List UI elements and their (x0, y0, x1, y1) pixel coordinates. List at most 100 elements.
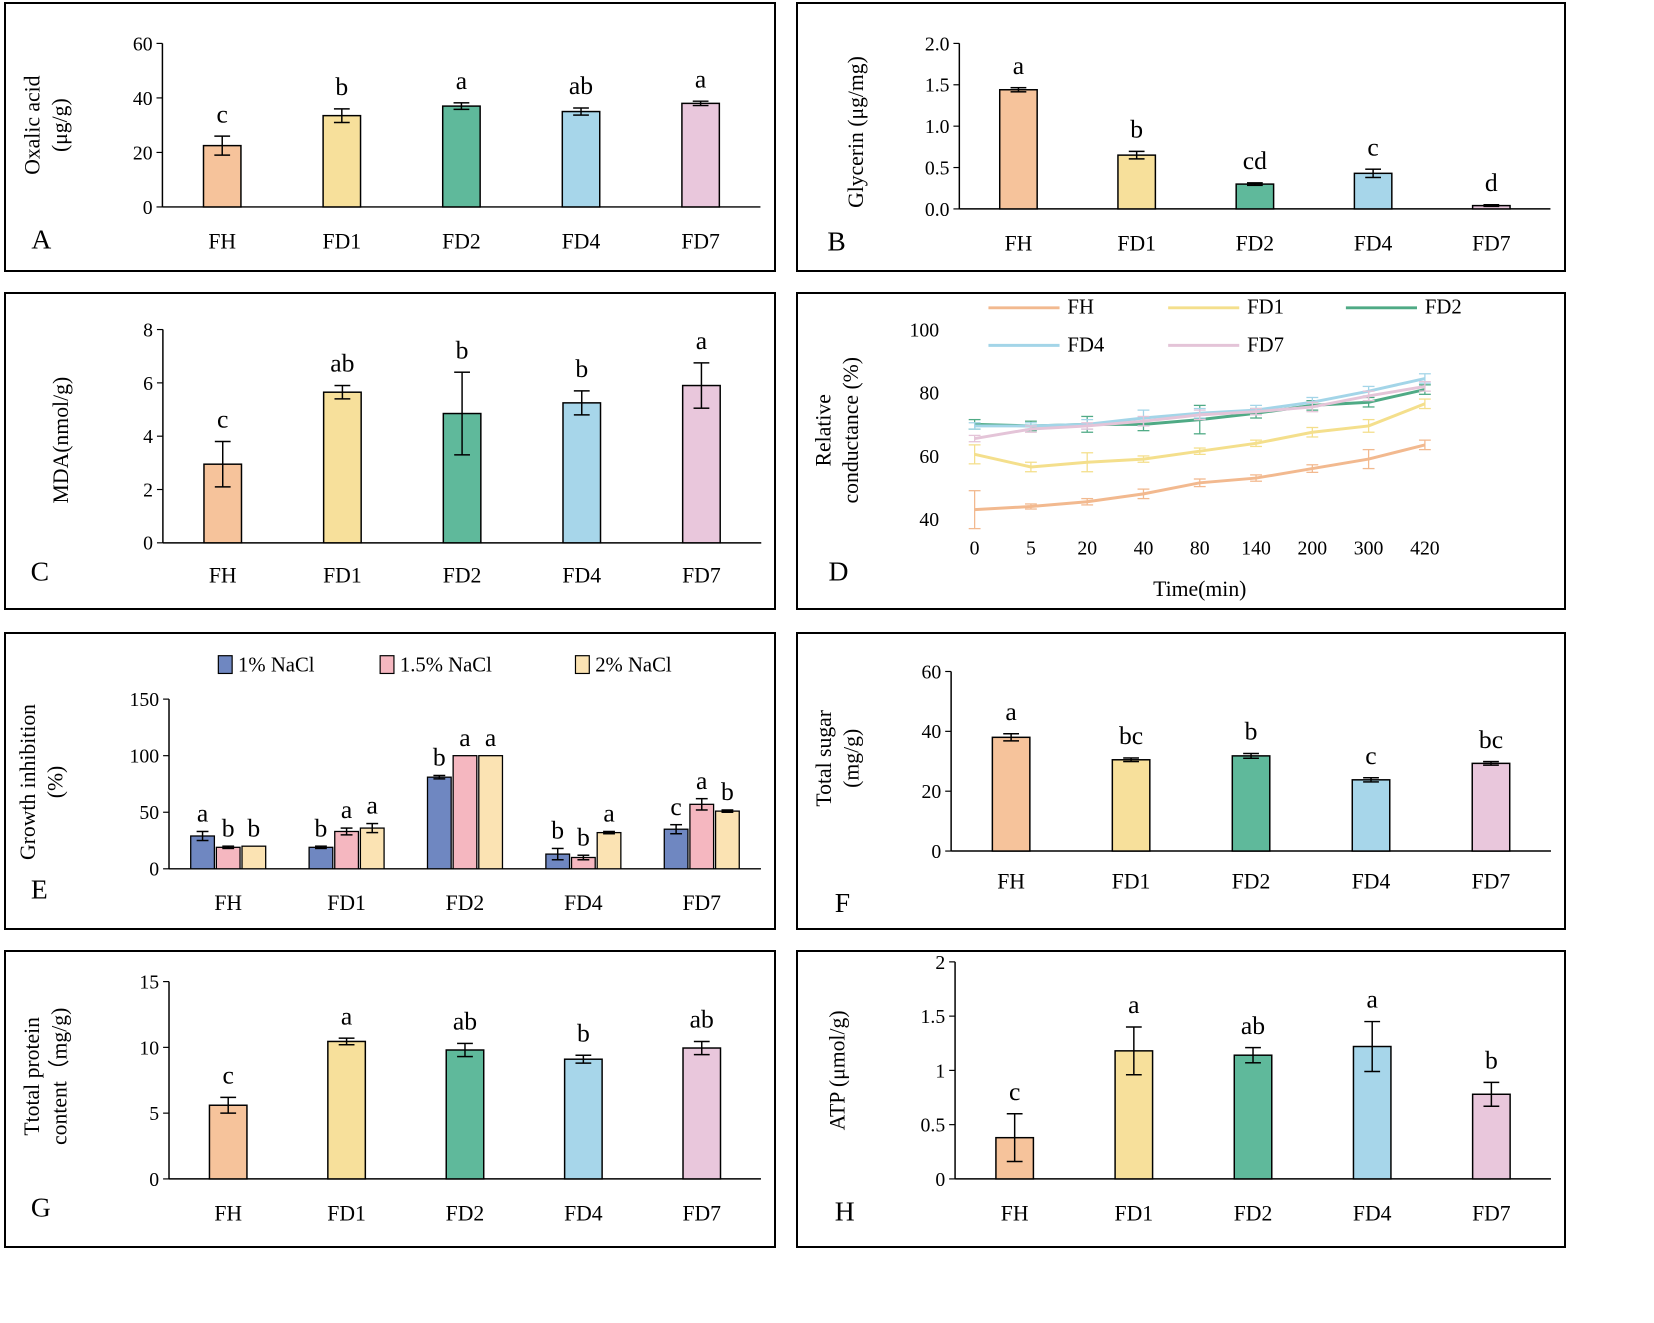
significance-letter: c (223, 1061, 234, 1090)
panel-label: H (835, 1195, 855, 1226)
legend-label: FH (1067, 297, 1094, 319)
y-tick-label: 60 (919, 446, 939, 468)
bar-FH-series-2 (215, 846, 241, 870)
bar-FD7 (682, 1047, 722, 1180)
significance-letter: a (459, 723, 471, 752)
bar-FH (998, 89, 1038, 210)
bar-FD4 (1351, 779, 1391, 852)
significance-letter: a (1367, 985, 1379, 1014)
legend-swatch (217, 655, 233, 675)
x-tick-label: 0 (970, 538, 980, 560)
significance-letter: b (456, 335, 469, 364)
significance-letter: ab (690, 1005, 714, 1034)
x-tick-label: FD7 (681, 229, 720, 253)
y-tick-label: 1.5 (925, 75, 950, 97)
x-axis-label: Time(min) (1153, 577, 1246, 601)
significance-letter: c (1009, 1077, 1020, 1106)
y-axis-label: (μg/g) (48, 98, 72, 152)
significance-letter: ab (569, 71, 593, 100)
bar-FD7-series-3 (714, 810, 740, 870)
y-axis-label: Oxalic acid (20, 75, 44, 174)
y-tick-label: 50 (139, 802, 159, 824)
bar-FD2-series-3 (478, 755, 504, 870)
legend-label: FD4 (1067, 334, 1104, 356)
significance-letter: a (696, 326, 708, 355)
x-tick-label: FD1 (1117, 231, 1156, 255)
y-tick-label: 100 (130, 746, 160, 768)
y-axis-label: MDA(nmol/g) (49, 377, 73, 504)
x-tick-label: FH (1001, 1201, 1029, 1225)
y-tick-label: 8 (143, 319, 153, 341)
panel-H: 0 0.5 1 1.5 2 c FH a FD1 ab FD2 a FD4 b FD7 ATP (μmol/g… (796, 950, 1566, 1248)
bar-FH (208, 1104, 248, 1180)
significance-letter: b (575, 354, 588, 383)
significance-letter: b (433, 743, 446, 772)
bar-FD7 (1471, 1093, 1511, 1180)
x-tick-label: FD1 (327, 1201, 366, 1225)
x-tick-label: FD2 (442, 229, 481, 253)
panel-label: E (31, 873, 48, 904)
x-tick-label: FD7 (1472, 1201, 1511, 1225)
y-axis-label: conductance (%) (839, 357, 863, 504)
panel-E: 0 50 100 150 a b b FH b a a FD1 b a a FD2 b b a FD4 c a b FD7 1%… (4, 632, 776, 930)
legend-label: 1.5% NaCl (400, 654, 492, 676)
significance-letter: ab (453, 1007, 477, 1036)
panel-label: D (828, 555, 848, 586)
chart-F: 0 20 40 60 a FH bc FD1 b FD2 c FD4 bc FD7 Total sugar(… (812, 661, 1551, 918)
chart-G: 0 5 10 15 c FH a FD1 ab FD2 b FD4 ab FD7 Ttotal protei… (20, 972, 761, 1225)
bar-FD4-series-3 (596, 831, 622, 870)
bar-FD1 (1111, 759, 1151, 852)
significance-letter: a (456, 66, 468, 95)
y-tick-label: 5 (149, 1103, 159, 1125)
x-tick-label: FD7 (1472, 231, 1511, 255)
significance-letter: b (315, 813, 328, 842)
y-tick-label: 100 (909, 319, 939, 341)
x-tick-label: FH (997, 870, 1025, 894)
x-tick-label: FD2 (446, 891, 485, 915)
y-tick-label: 60 (922, 661, 942, 683)
y-tick-label: 2.0 (925, 33, 950, 55)
x-tick-label: 40 (1134, 538, 1154, 560)
y-axis-label: Growth inhibition (16, 704, 40, 860)
significance-letter: a (197, 799, 209, 828)
y-tick-label: 40 (133, 88, 153, 110)
x-tick-label: FD7 (682, 563, 721, 587)
chart-C: 0 2 4 6 8 c FH ab FD1 b FD2 b FD4 a FD7 MDA(nmol/g) C (31, 319, 762, 587)
x-tick-label: FD2 (1236, 231, 1275, 255)
bar-FD1 (322, 391, 362, 544)
panel-label: C (31, 555, 49, 586)
significance-letter: ab (1241, 1011, 1265, 1040)
x-tick-label: 140 (1241, 538, 1271, 560)
y-tick-label: 15 (139, 972, 159, 994)
legend-label: 2% NaCl (595, 654, 672, 676)
bar-FD1 (322, 114, 362, 208)
bar-FD7 (681, 384, 721, 544)
x-tick-label: FD2 (443, 563, 482, 587)
chart-A: 0 20 40 60 c FH b FD1 a FD2 ab FD4 a FD7 Oxalic acid (μ… (20, 33, 761, 254)
legend-label: FD1 (1247, 297, 1284, 319)
y-tick-label: 60 (133, 33, 153, 55)
panel-label: B (827, 225, 845, 256)
y-tick-label: 150 (130, 689, 160, 711)
y-tick-label: 1 (935, 1060, 945, 1082)
bar-FD7-series-1 (663, 828, 689, 870)
y-axis-label: Ttotal protein (20, 1017, 44, 1136)
y-axis-label: (%) (43, 766, 67, 799)
x-tick-label: 200 (1298, 538, 1328, 560)
y-tick-label: 0 (143, 533, 153, 555)
x-tick-label: FD4 (1354, 231, 1393, 255)
x-tick-label: 20 (1077, 538, 1097, 560)
significance-letter: b (222, 813, 235, 842)
y-tick-label: 0 (149, 1169, 159, 1191)
significance-letter: a (1013, 51, 1025, 80)
significance-letter: bc (1119, 721, 1143, 750)
y-axis-label: Glycerin (μg/mg) (844, 56, 868, 208)
bar-FD4 (1353, 172, 1393, 210)
bar-FD1-series-3 (359, 827, 385, 870)
y-axis-label: ATP (μmol/g) (826, 1010, 850, 1130)
x-tick-label: FD7 (682, 891, 721, 915)
panel-label: G (31, 1191, 51, 1222)
panel-F: 0 20 40 60 a FH bc FD1 b FD2 c FD4 bc FD7 Total sugar(… (796, 632, 1566, 930)
significance-letter: b (1245, 717, 1258, 746)
significance-letter: c (217, 405, 228, 434)
